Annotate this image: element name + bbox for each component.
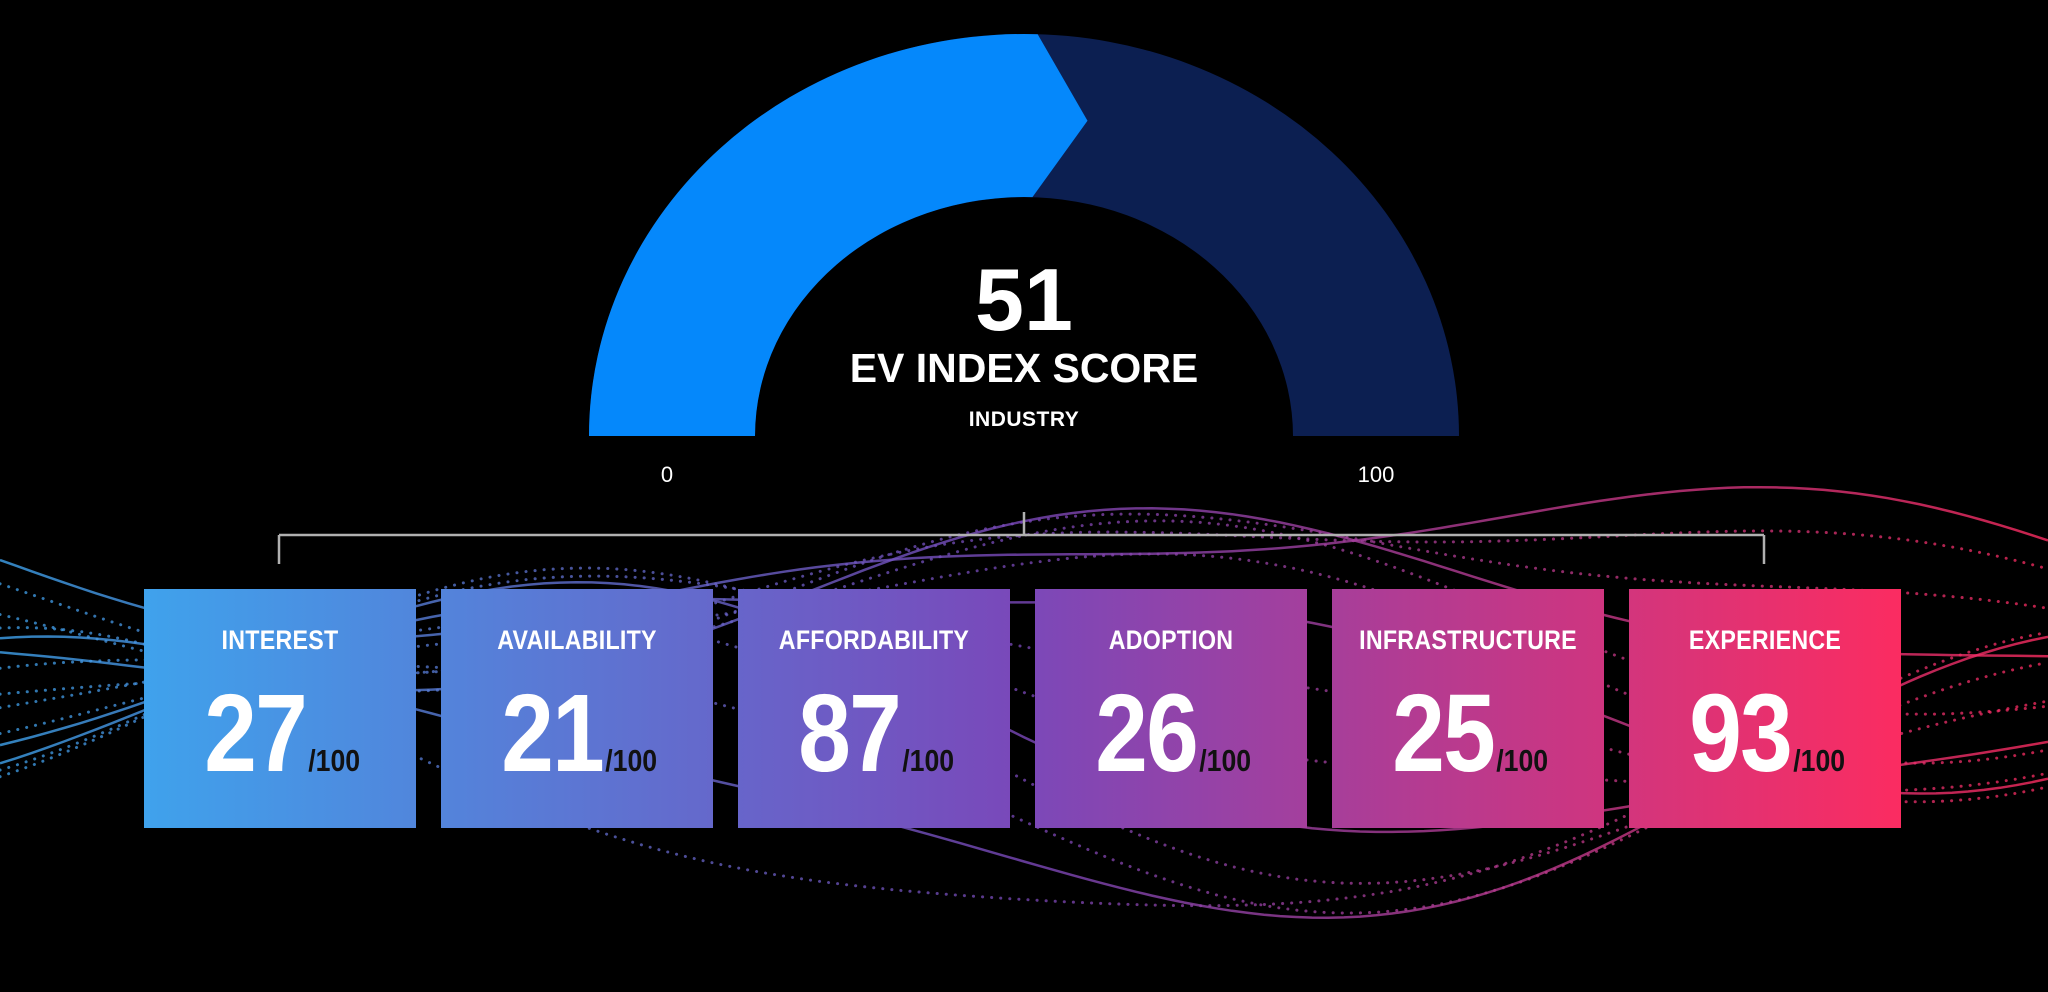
category-max: /100 <box>605 743 658 778</box>
index-scope-label: INDUSTRY <box>968 408 1080 431</box>
category-card-affordability: AFFORDABILITY 87/100 <box>738 589 1010 828</box>
category-score: 25 <box>1391 672 1496 795</box>
category-score: 21 <box>500 672 605 795</box>
category-label: INFRASTRUCTURE <box>1359 625 1577 655</box>
index-score-value: 51 <box>975 250 1073 349</box>
category-score: 26 <box>1094 672 1199 795</box>
bracket-connector <box>277 512 1766 564</box>
gauge-min-label: 0 <box>660 462 674 487</box>
index-score-title: EV INDEX SCORE <box>849 345 1199 391</box>
category-card-experience: EXPERIENCE 93/100 <box>1629 589 1901 828</box>
category-max: /100 <box>1496 743 1549 778</box>
category-max: /100 <box>308 743 361 778</box>
category-score: 93 <box>1688 672 1793 795</box>
category-label: ADOPTION <box>1108 625 1234 655</box>
gauge-max-label: 100 <box>1357 462 1395 487</box>
category-score: 87 <box>797 672 902 795</box>
category-card-infrastructure: INFRASTRUCTURE 25/100 <box>1332 589 1604 828</box>
gauge-fill <box>589 34 1088 437</box>
category-label: AFFORDABILITY <box>778 625 970 655</box>
category-card-adoption: ADOPTION 26/100 <box>1035 589 1307 828</box>
category-card-interest: INTEREST 27/100 <box>144 589 416 828</box>
category-max: /100 <box>1199 743 1252 778</box>
wave-line <box>0 512 2048 693</box>
category-score: 27 <box>203 672 308 795</box>
category-label: AVAILABILITY <box>497 625 657 655</box>
category-card-availability: AVAILABILITY 21/100 <box>441 589 713 828</box>
category-max: /100 <box>902 743 955 778</box>
category-label: INTEREST <box>221 625 339 655</box>
category-max: /100 <box>1793 743 1846 778</box>
category-label: EXPERIENCE <box>1688 625 1842 655</box>
